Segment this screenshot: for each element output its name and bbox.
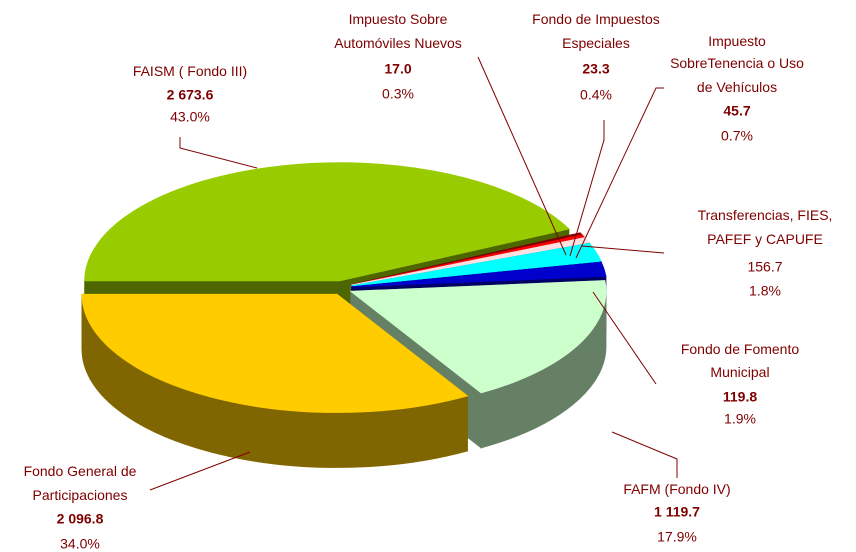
slice-label: Fondo de Impuestos Especiales (532, 11, 660, 51)
percent-label: 0.4% (580, 87, 612, 103)
slice (351, 237, 591, 286)
leader-line (149, 451, 251, 491)
leader-line (179, 137, 258, 169)
value-label: 17.0 (384, 61, 411, 77)
value-label: 1 119.7 (654, 504, 700, 520)
leader-line (611, 431, 678, 478)
value-label: 2 096.8 (57, 511, 104, 527)
percent-label: 1.8% (749, 283, 781, 299)
slice (81, 293, 469, 413)
slice-label: Impuesto Sobre Automóviles Nuevos (334, 11, 462, 51)
percent-label: 17.9% (657, 529, 697, 545)
percent-label: 43.0% (170, 109, 210, 125)
value-label: 23.3 (582, 61, 609, 77)
slice-label: FAISM ( Fondo III) (133, 63, 247, 79)
slice-label: Transferencias, FIES, PAFEF y CAPUFE (698, 207, 833, 247)
leader-line (592, 291, 657, 385)
percent-label: 0.3% (382, 86, 414, 102)
slice-label: Impuesto SobreTenencia o Uso de Vehículos (670, 33, 804, 95)
value-label: 45.7 (723, 103, 750, 119)
slice (84, 162, 570, 282)
percent-label: 1.9% (724, 411, 756, 427)
slice-label: Fondo General de Participaciones (24, 463, 137, 503)
value-label: 119.8 (723, 389, 757, 405)
leader-line (581, 245, 665, 254)
leader-line (477, 56, 567, 256)
leader-line (569, 120, 605, 257)
slice-label: FAFM (Fondo IV) (623, 481, 730, 497)
percent-label: 0.7% (721, 128, 753, 144)
percent-label: 34.0% (60, 536, 100, 552)
slice (351, 261, 607, 288)
slice (351, 242, 602, 287)
slice-label: Fondo de Fomento Municipal (681, 341, 800, 380)
leader-line (575, 87, 664, 259)
value-label: 2 673.6 (167, 87, 214, 103)
value-label: 156.7 (747, 259, 782, 275)
slice (349, 280, 607, 394)
